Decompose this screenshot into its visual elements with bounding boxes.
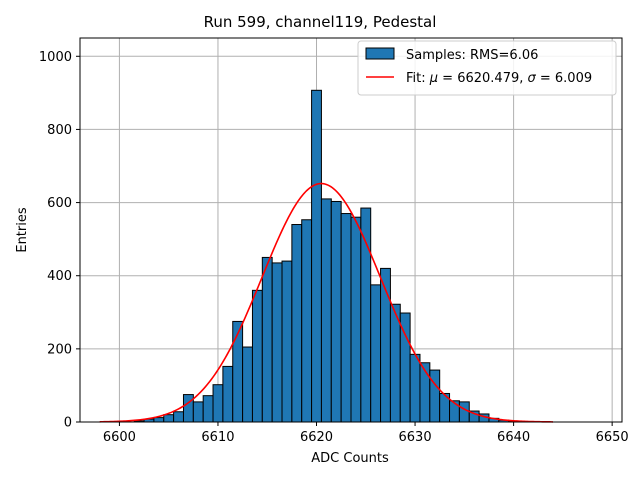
x-axis-label: ADC Counts <box>311 451 389 466</box>
histogram-bar <box>409 353 421 423</box>
histogram-bars <box>133 89 520 423</box>
legend-samples-label: Samples: RMS=6.06 <box>406 48 538 63</box>
histogram-bar <box>320 198 332 423</box>
histogram-bar <box>330 200 342 423</box>
histogram-bar <box>301 219 313 423</box>
y-tick-label: 800 <box>47 123 72 138</box>
x-tick-label: 6620 <box>300 430 333 445</box>
legend: Samples: RMS=6.06 Fit: μ = 6620.479, σ =… <box>357 40 617 96</box>
histogram-bar <box>251 289 263 423</box>
histogram-bar <box>350 216 362 423</box>
legend-fit-sigma-value: = 6.009 <box>536 71 592 86</box>
histogram-bar <box>222 365 234 423</box>
fit-curve <box>99 182 554 423</box>
histogram-bar <box>212 384 224 423</box>
y-tick-label: 200 <box>47 342 72 357</box>
y-tick-label: 400 <box>47 269 72 284</box>
histogram-bar <box>311 89 322 423</box>
x-tick-label: 6630 <box>399 430 432 445</box>
histogram-bar <box>399 312 411 423</box>
histogram-bar <box>281 260 293 423</box>
chart-title: Run 599, channel119, Pedestal <box>204 13 437 31</box>
y-axis-label: Entries <box>15 207 30 253</box>
histogram-bar <box>173 411 184 423</box>
y-axis-ticks: 0 200 400 600 800 1000 <box>39 50 80 431</box>
x-tick-label: 6640 <box>497 430 530 445</box>
histogram-bar <box>291 224 303 423</box>
x-tick-label: 6610 <box>201 430 234 445</box>
histogram-bar <box>271 262 283 423</box>
histogram-bar <box>182 394 194 423</box>
histogram-bar <box>340 213 352 423</box>
x-axis-ticks: 6600 6610 6620 6630 6640 6650 <box>103 422 629 445</box>
x-tick-label: 6600 <box>103 430 136 445</box>
histogram-bar <box>163 414 175 423</box>
histogram-bar <box>429 369 441 423</box>
plot-frame <box>79 37 623 423</box>
y-tick-label: 600 <box>47 196 72 211</box>
histogram-bar <box>360 207 372 423</box>
histogram-bar <box>370 284 382 423</box>
y-tick-label: 0 <box>64 416 72 431</box>
legend-fit-mu-value: = 6620.479, <box>438 71 527 86</box>
histogram-bar <box>261 256 273 423</box>
legend-box <box>357 40 617 96</box>
y-tick-label: 1000 <box>39 50 72 65</box>
histogram-bar <box>232 320 244 423</box>
legend-fit-mu-symbol: μ <box>429 71 438 86</box>
histogram-bar <box>458 401 470 423</box>
legend-fit-label: Fit: μ = 6620.479, σ = 6.009 <box>406 71 592 86</box>
histogram-bar <box>242 346 253 423</box>
legend-fit-sigma-symbol: σ <box>528 71 537 86</box>
histogram-bar <box>153 417 165 423</box>
histogram-bar <box>192 401 204 423</box>
histogram-bar <box>202 395 214 423</box>
x-tick-label: 6650 <box>596 430 629 445</box>
legend-samples-patch <box>365 47 395 60</box>
legend-fit-prefix: Fit: <box>406 71 430 86</box>
